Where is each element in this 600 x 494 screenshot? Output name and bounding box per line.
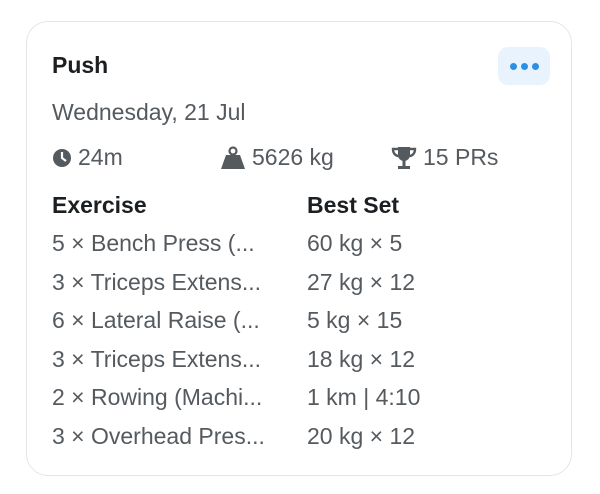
best-set: 1 km | 4:10 [307,384,421,410]
weight-icon [221,145,245,169]
prs-value: 15 PRs [423,144,499,170]
workout-title: Push [52,52,109,78]
dot [531,62,539,70]
exercise-name: 6 × Lateral Raise (... [52,307,260,333]
best-set: 5 kg × 15 [307,307,403,333]
exercise-name: 3 × Triceps Extens... [52,268,262,295]
prs-stat: 15 PRs [391,144,498,171]
exercise-header: Exercise [52,192,147,218]
ellipsis-icon [509,62,517,70]
exercise-name: 5 × Bench Press (... [52,230,255,256]
duration-stat: 24m [52,144,123,171]
clock-icon [53,148,71,167]
workout-date: Wednesday, 21 Jul [52,99,246,125]
dot [520,62,528,70]
exercise-name: 3 × Overhead Pres... [52,422,265,449]
best-set: 20 kg × 12 [307,422,416,449]
best-set: 18 kg × 12 [307,345,416,372]
best-set: 60 kg × 5 [307,230,403,256]
best-set-header: Best Set [307,192,400,218]
more-options-button[interactable] [498,47,550,85]
volume-value: 5626 kg [252,144,334,170]
workout-card[interactable]: Push Wednesday, 21 Jul 24m 5626 kg 15 PR… [26,21,572,476]
best-set: 27 kg × 12 [307,268,416,295]
duration-value: 24m [78,144,123,170]
exercise-name: 2 × Rowing (Machi... [52,384,263,410]
exercise-name: 3 × Triceps Extens... [52,345,262,372]
trophy-icon [391,146,417,169]
volume-stat: 5626 kg [220,144,334,171]
